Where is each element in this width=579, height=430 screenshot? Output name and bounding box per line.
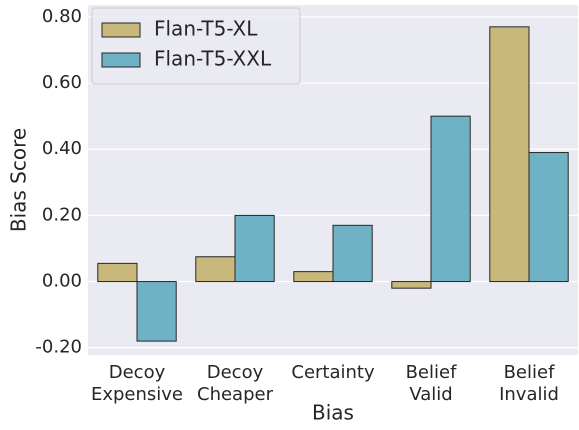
bar: [489, 26, 530, 283]
x-tick-label: Cheaper: [197, 384, 274, 405]
legend-swatch: [101, 52, 141, 68]
bar: [528, 152, 569, 283]
legend-label: Flan-T5-XL: [154, 17, 258, 41]
x-tick-label: Decoy: [109, 362, 166, 383]
bar: [136, 281, 177, 342]
legend-swatch: [101, 22, 141, 38]
legend-label: Flan-T5-XXL: [154, 47, 272, 71]
bar: [430, 115, 471, 283]
x-tick-label: Invalid: [499, 384, 559, 405]
legend-box: [91, 7, 301, 85]
bar: [234, 214, 275, 283]
x-tick-label: Expensive: [91, 384, 183, 405]
y-tick-label: -0.20: [35, 337, 82, 358]
x-tick-label: Belief: [406, 362, 457, 383]
x-axis-label: Bias: [312, 401, 354, 425]
y-tick-label: 0.40: [42, 138, 82, 159]
bar: [293, 271, 334, 283]
bar: [332, 224, 373, 283]
bar: [391, 281, 432, 289]
y-tick-label: 0.60: [42, 72, 82, 93]
bar: [195, 256, 236, 283]
y-tick-label: 0.00: [42, 271, 82, 292]
x-tick-label: Valid: [409, 384, 452, 405]
x-tick-label: Belief: [504, 362, 555, 383]
x-tick-label: Decoy: [207, 362, 264, 383]
y-axis-label: Bias Score: [7, 128, 31, 232]
x-tick-label: Certainty: [291, 362, 375, 383]
y-tick-label: 0.80: [42, 6, 82, 27]
y-tick-label: 0.20: [42, 204, 82, 225]
bar: [97, 262, 138, 283]
